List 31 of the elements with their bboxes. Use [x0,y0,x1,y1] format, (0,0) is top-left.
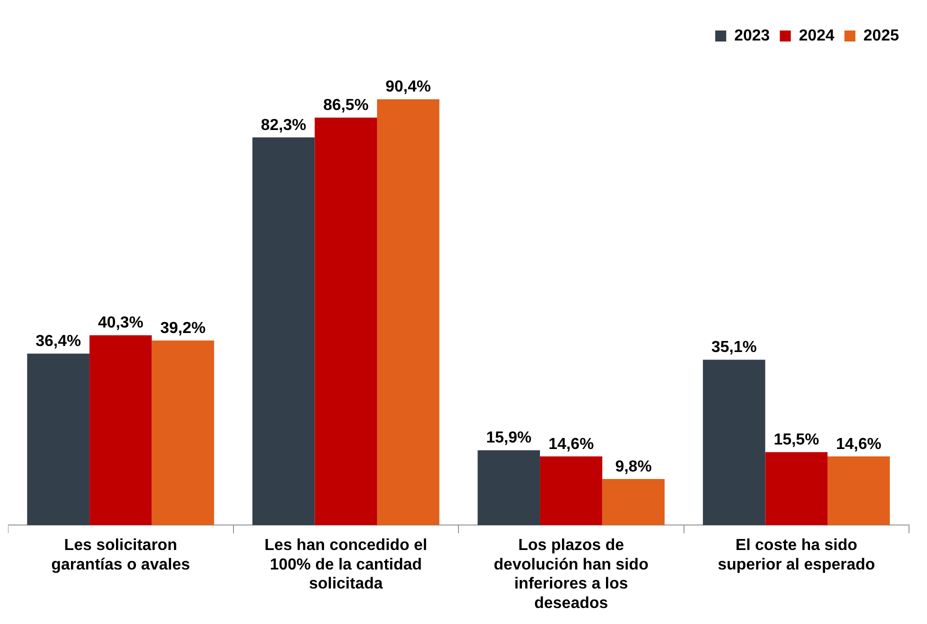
bar [27,354,90,526]
data-label: 40,3% [98,314,144,332]
bar [152,340,214,526]
data-label: 90,4% [386,78,431,96]
bar [377,99,440,526]
bar [89,335,152,526]
bar [314,118,378,526]
bar [828,456,890,526]
data-label: 36,4% [36,333,81,350]
data-label: 15,9% [486,430,532,447]
bar [540,456,602,526]
bar [602,479,665,526]
bar [765,452,828,526]
bar [478,450,540,526]
data-label: 35,1% [711,339,757,356]
x-tick-label: Los plazos de devolución han sido inferiores a los deseados [494,537,649,612]
x-tick-label: Les solicitaron garantías o avales [51,537,190,574]
data-label: 14,6% [836,436,882,453]
data-label: 39,2% [160,320,206,337]
data-label: 86,5% [323,97,369,114]
data-label: 9,8% [615,458,652,476]
data-label: 82,3% [260,116,306,134]
x-tick-label: Les han concedido el 100% de la cantidad solicitada [264,537,428,593]
legend-label: 2023 [734,27,770,44]
bar [252,137,315,526]
bar [702,360,766,526]
legend-label: 2025 [863,27,900,44]
data-label: 14,6% [548,436,594,453]
x-tick-label: El coste ha sido superior al esperado [718,537,876,574]
legend-label: 2024 [798,27,835,44]
data-label: 15,5% [774,432,820,449]
